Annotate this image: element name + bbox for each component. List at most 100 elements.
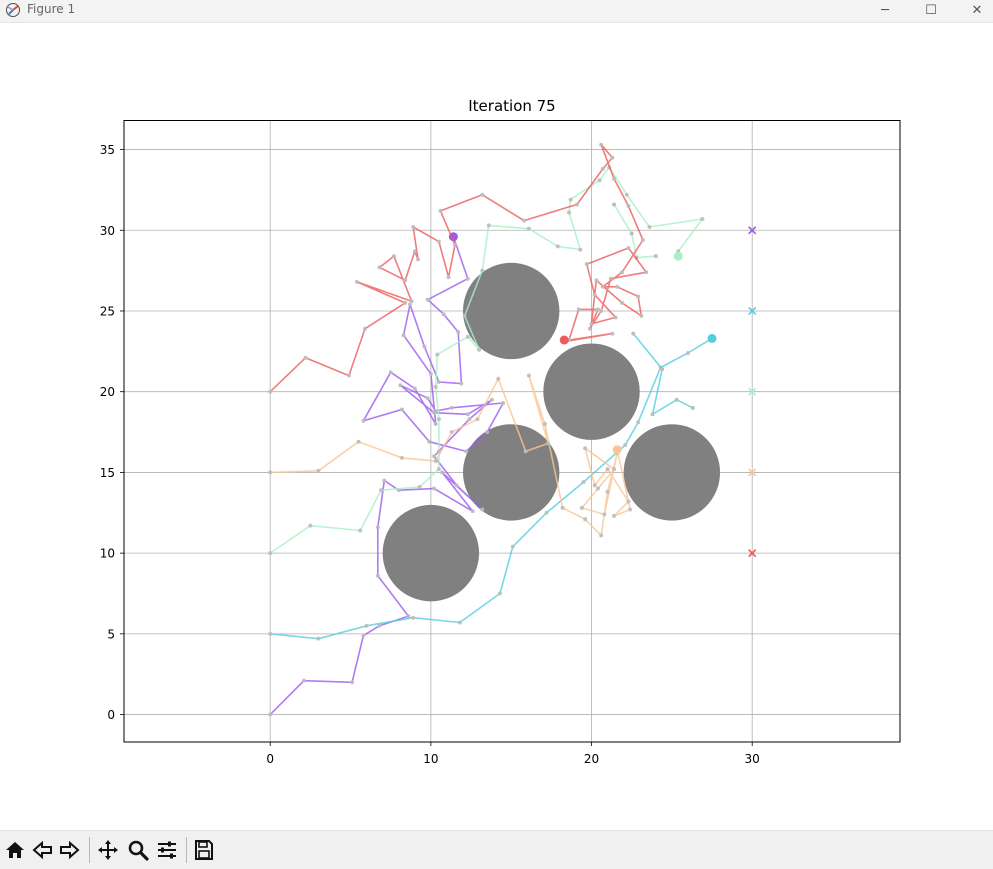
path-node	[375, 525, 380, 530]
path-node	[433, 421, 438, 426]
path-node	[433, 384, 438, 389]
path-node	[690, 405, 695, 410]
path-node	[546, 441, 551, 446]
zoom-button[interactable]	[124, 835, 152, 865]
path-node	[412, 386, 417, 391]
y-tick-label: 35	[100, 143, 115, 157]
path-node	[452, 242, 457, 247]
path-node	[595, 307, 600, 312]
path-node	[377, 623, 382, 628]
path-node	[626, 499, 631, 504]
x-tick-label: 20	[584, 752, 599, 766]
path-node	[629, 231, 634, 236]
x-tick-label: 30	[745, 752, 760, 766]
path-node	[480, 268, 485, 273]
path-node	[485, 430, 490, 435]
path-node	[388, 370, 393, 375]
path-node	[583, 446, 588, 451]
path-node	[403, 300, 408, 305]
path-node	[560, 505, 565, 510]
path-node	[595, 486, 600, 491]
path-node	[407, 302, 412, 307]
path-node	[399, 407, 404, 412]
minimize-button[interactable]: ─	[881, 3, 889, 18]
path-node	[268, 712, 273, 717]
path-node	[542, 421, 547, 426]
path-node	[457, 620, 462, 625]
path-node	[640, 237, 645, 242]
path-node	[660, 367, 665, 372]
path-node	[399, 455, 404, 460]
y-tick-label: 0	[107, 708, 115, 722]
path-node	[600, 166, 605, 171]
path-node	[449, 430, 454, 435]
plot-frame	[123, 120, 901, 743]
pan-button[interactable]	[94, 835, 122, 865]
pan-icon	[98, 840, 118, 860]
path-node	[624, 192, 629, 197]
path-node	[599, 142, 604, 147]
x-tick-label: 0	[266, 752, 274, 766]
path-node	[620, 300, 625, 305]
forward-button[interactable]	[55, 835, 83, 865]
y-tick-label: 10	[100, 547, 115, 561]
path-node	[435, 352, 440, 357]
matplotlib-icon	[6, 3, 20, 17]
path-node	[391, 254, 396, 259]
path-node	[522, 218, 527, 223]
save-button[interactable]	[190, 835, 218, 865]
path-node	[608, 276, 613, 281]
maximize-button[interactable]: ☐	[925, 3, 937, 18]
path-node	[354, 279, 359, 284]
home-button[interactable]	[1, 835, 29, 865]
path-node	[700, 216, 705, 221]
chart-plot: 0 10 20 30 0 5 10 15 20 25 30 35 Iteration 75	[100, 97, 901, 766]
path-node	[592, 292, 597, 297]
path-node	[626, 204, 631, 209]
path-node	[480, 192, 485, 197]
path-node	[526, 373, 531, 378]
close-button[interactable]: ✕	[971, 3, 983, 18]
obstacle-circle	[543, 343, 640, 440]
path-node	[379, 488, 384, 493]
axis-ticks: 0 10 20 30 0 5 10 15 20 25 30 35	[100, 143, 760, 766]
path-node	[358, 528, 363, 533]
path-node	[589, 321, 594, 326]
path-node	[650, 412, 655, 417]
path-node	[587, 326, 592, 331]
path-node	[605, 489, 610, 494]
navigation-toolbar	[0, 830, 993, 869]
path-node	[600, 284, 605, 289]
path-node	[412, 249, 417, 254]
y-tick-label: 5	[107, 627, 115, 641]
path-node	[417, 484, 422, 489]
path-node	[433, 409, 438, 414]
path-node	[454, 483, 459, 488]
path-node	[377, 265, 382, 270]
back-button[interactable]	[29, 835, 57, 865]
path-node	[610, 155, 615, 160]
configure-subplots-button[interactable]	[153, 835, 181, 865]
path-node	[567, 210, 572, 215]
path-node	[425, 396, 430, 401]
window-titlebar: Figure 1 ─ ☐ ✕	[0, 0, 993, 23]
path-node	[496, 376, 501, 381]
figure-canvas: 0 10 20 30 0 5 10 15 20 25 30 35 Iteration 75	[0, 22, 993, 830]
obstacles	[382, 262, 721, 602]
current-position-marker	[559, 335, 569, 345]
path-node	[316, 636, 321, 641]
path-branch	[632, 333, 694, 416]
path-node	[268, 389, 273, 394]
path-line	[269, 236, 505, 716]
toolbar-separator	[186, 837, 187, 863]
path-node	[398, 383, 403, 388]
zoom-icon	[128, 840, 149, 861]
path-node	[576, 307, 581, 312]
path-branch	[613, 203, 656, 259]
path-node	[432, 454, 437, 459]
x-tick-label: 10	[423, 752, 438, 766]
goal-marker	[748, 549, 757, 558]
path-node	[584, 262, 589, 267]
path-node	[555, 244, 560, 249]
goal-marker	[748, 306, 757, 316]
